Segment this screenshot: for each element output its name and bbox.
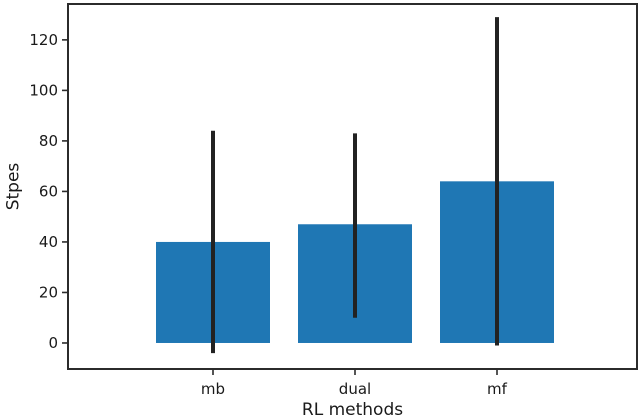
x-tick-label: mb [201, 380, 225, 398]
y-tick-label: 60 [39, 182, 58, 200]
axes-frame [67, 3, 638, 370]
y-tick-label: 40 [39, 233, 58, 251]
x-tick-label: mf [487, 380, 508, 398]
y-tick-label: 0 [48, 334, 58, 352]
y-tick-label: 20 [39, 283, 58, 301]
y-axis-label: Stpes [3, 162, 24, 211]
y-tick-label: 80 [39, 132, 58, 150]
y-tick-label: 120 [29, 31, 58, 49]
x-tick-label: dual [339, 380, 371, 398]
x-axis-label: RL methods [301, 400, 404, 420]
y-tick-label: 100 [29, 81, 58, 99]
